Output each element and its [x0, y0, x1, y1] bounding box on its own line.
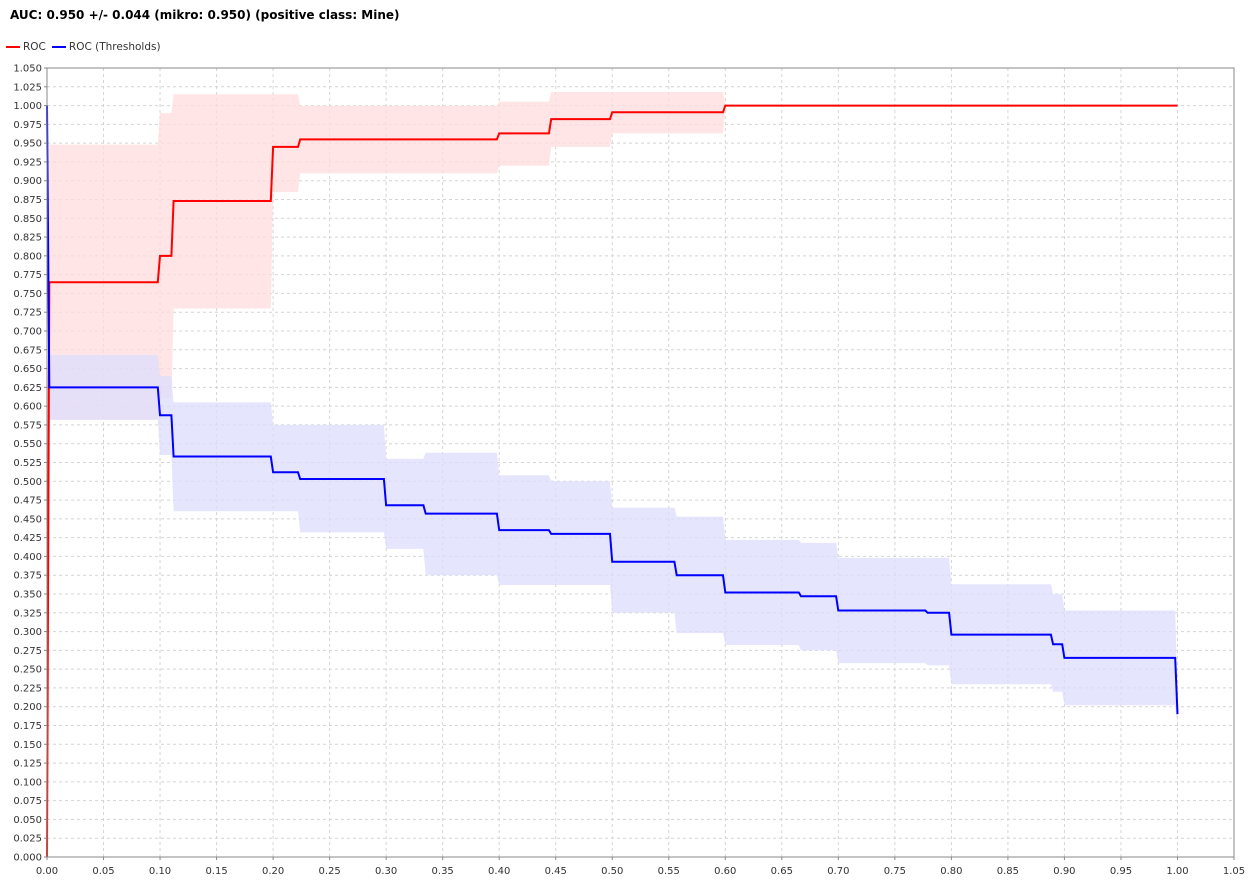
x-tick-label: 1.05 [1223, 866, 1245, 877]
legend-swatch-roc-thresholds [51, 46, 66, 48]
legend-swatch-roc [6, 46, 20, 48]
y-tick-label: 0.850 [13, 214, 42, 225]
x-tick-label: 0.00 [36, 866, 58, 877]
y-tick-label: 1.050 [13, 64, 42, 75]
x-tick-label: 0.40 [488, 866, 510, 877]
x-tick-label: 0.60 [714, 866, 736, 877]
y-tick-label: 0.200 [13, 702, 42, 713]
y-tick-label: 0.750 [13, 289, 42, 300]
y-tick-label: 0.225 [13, 683, 42, 694]
legend-item-roc: ROC [6, 41, 46, 53]
y-tick-label: 0.150 [13, 740, 42, 751]
x-tick-label: 0.20 [262, 866, 284, 877]
y-tick-label: 0.400 [13, 552, 42, 563]
y-tick-label: 0.000 [13, 853, 42, 864]
x-tick-label: 0.95 [1110, 866, 1132, 877]
series-line-roc-thresholds [46, 105, 1179, 715]
x-tick-label: 0.70 [827, 866, 849, 877]
y-tick-label: 0.025 [13, 834, 42, 845]
y-tick-label: 0.125 [13, 759, 42, 770]
series-line-roc [46, 104, 1178, 858]
confidence-band-roc-thresholds [47, 105, 1178, 726]
y-tick-label: 0.925 [13, 157, 42, 168]
legend-label-roc-thresholds: ROC (Thresholds) [68, 41, 161, 53]
y-tick-label: 0.825 [13, 233, 42, 244]
x-tick-label: 0.85 [997, 866, 1019, 877]
y-tick-label: 0.550 [13, 439, 42, 450]
x-tick-label: 0.90 [1053, 866, 1075, 877]
y-tick-label: 0.600 [13, 402, 42, 413]
x-tick-label: 0.30 [375, 866, 397, 877]
x-tick-label: 0.15 [205, 866, 227, 877]
x-tick-label: 0.50 [601, 866, 623, 877]
y-tick-label: 0.275 [13, 646, 42, 657]
y-tick-label: 0.175 [13, 721, 42, 732]
y-tick-label: 0.575 [13, 420, 42, 431]
x-tick-label: 0.80 [940, 866, 962, 877]
legend-item-roc-thresholds: ROC (Thresholds) [51, 41, 161, 53]
y-tick-label: 0.250 [13, 665, 42, 676]
x-tick-label: 0.35 [432, 866, 454, 877]
chart-title: AUC: 0.950 +/- 0.044 (mikro: 0.950) (pos… [10, 8, 400, 22]
y-tick-label: 0.975 [13, 120, 42, 131]
y-tick-label: 0.425 [13, 533, 42, 544]
y-tick-label: 1.025 [13, 82, 42, 93]
y-tick-label: 0.450 [13, 514, 42, 525]
y-tick-label: 0.075 [13, 796, 42, 807]
x-tick-label: 0.10 [149, 866, 171, 877]
x-tick-label: 0.75 [884, 866, 906, 877]
y-tick-label: 0.950 [13, 139, 42, 150]
y-tick-label: 0.650 [13, 364, 42, 375]
y-tick-label: 0.625 [13, 383, 42, 394]
y-tick-label: 0.050 [13, 815, 42, 826]
y-tick-label: 0.350 [13, 590, 42, 601]
chart-legend: ROC ROC (Thresholds) [6, 41, 167, 53]
y-tick-label: 0.475 [13, 496, 42, 507]
x-tick-label: 0.65 [771, 866, 793, 877]
y-tick-label: 0.675 [13, 345, 42, 356]
y-tick-label: 0.775 [13, 270, 42, 281]
y-tick-label: 0.525 [13, 458, 42, 469]
y-tick-label: 0.900 [13, 176, 42, 187]
y-tick-label: 0.100 [13, 777, 42, 788]
y-tick-label: 1.000 [13, 101, 42, 112]
y-tick-label: 0.800 [13, 251, 42, 262]
y-tick-label: 0.725 [13, 308, 42, 319]
x-tick-label: 0.55 [658, 866, 680, 877]
x-tick-label: 0.25 [318, 866, 340, 877]
y-tick-label: 0.875 [13, 195, 42, 206]
y-tick-label: 0.300 [13, 627, 42, 638]
x-tick-label: 1.00 [1166, 866, 1188, 877]
x-tick-label: 0.45 [545, 866, 567, 877]
y-tick-label: 0.500 [13, 477, 42, 488]
y-tick-label: 0.325 [13, 608, 42, 619]
y-tick-label: 0.700 [13, 327, 42, 338]
x-tick-label: 0.05 [92, 866, 114, 877]
y-tick-label: 0.375 [13, 571, 42, 582]
confidence-band-roc [47, 92, 1178, 857]
legend-label-roc: ROC [23, 41, 46, 53]
